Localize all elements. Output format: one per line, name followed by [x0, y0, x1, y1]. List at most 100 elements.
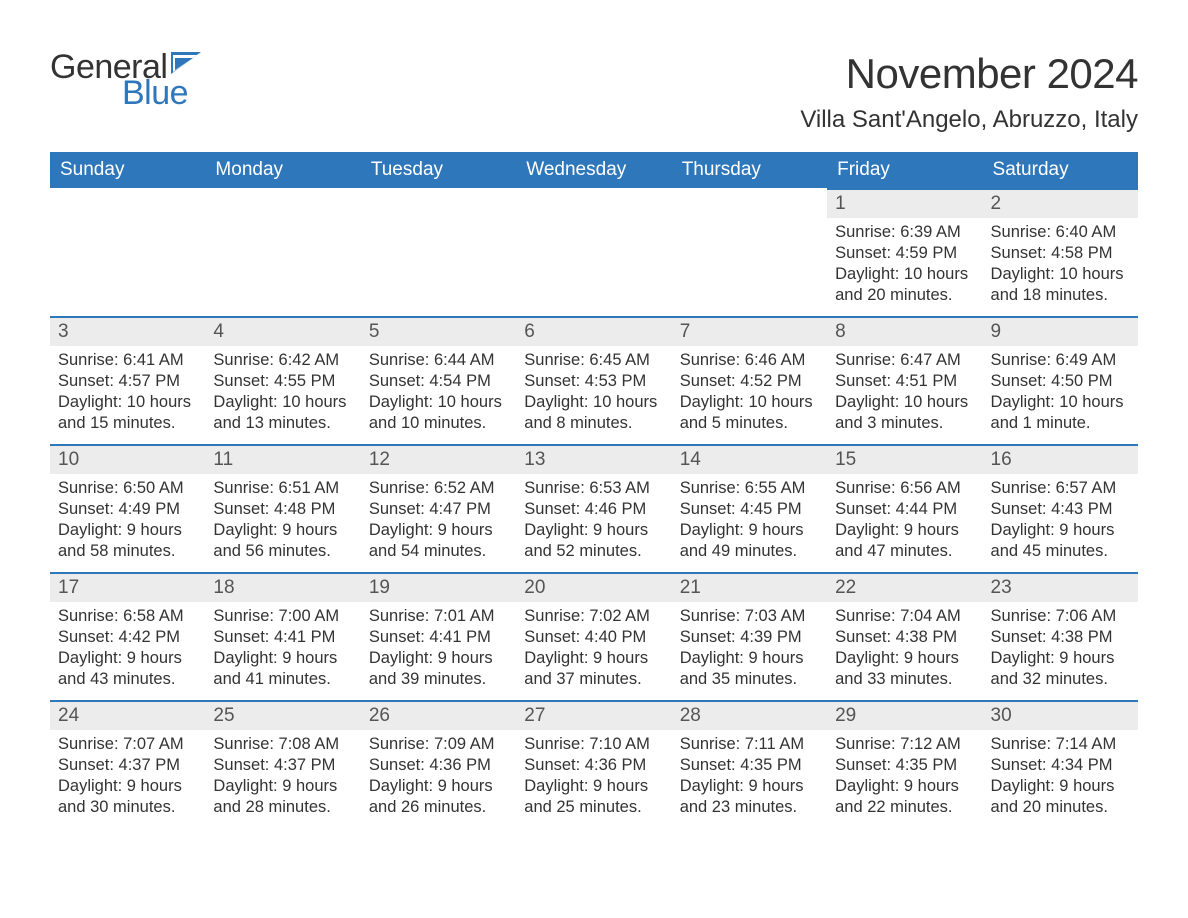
calendar-week-row: 3Sunrise: 6:41 AMSunset: 4:57 PMDaylight… [50, 316, 1138, 444]
day-wrap: 16Sunrise: 6:57 AMSunset: 4:43 PMDayligh… [983, 444, 1138, 568]
day-number: 26 [369, 705, 390, 726]
day-wrap: 1Sunrise: 6:39 AMSunset: 4:59 PMDaylight… [827, 188, 982, 312]
day-wrap: 27Sunrise: 7:10 AMSunset: 4:36 PMDayligh… [516, 700, 671, 824]
sunset-text: Sunset: 4:37 PM [58, 755, 197, 776]
day-wrap: 26Sunrise: 7:09 AMSunset: 4:36 PMDayligh… [361, 700, 516, 824]
daylight2-text: and 5 minutes. [680, 413, 819, 434]
day-details: Sunrise: 7:12 AMSunset: 4:35 PMDaylight:… [827, 730, 982, 824]
daylight1-text: Daylight: 9 hours [369, 648, 508, 669]
sunrise-text: Sunrise: 7:06 AM [991, 606, 1130, 627]
day-wrap: 10Sunrise: 6:50 AMSunset: 4:49 PMDayligh… [50, 444, 205, 568]
day-details: Sunrise: 6:44 AMSunset: 4:54 PMDaylight:… [361, 346, 516, 440]
calendar-week-row: 10Sunrise: 6:50 AMSunset: 4:49 PMDayligh… [50, 444, 1138, 572]
daylight2-text: and 13 minutes. [213, 413, 352, 434]
day-wrap: 22Sunrise: 7:04 AMSunset: 4:38 PMDayligh… [827, 572, 982, 696]
day-details: Sunrise: 7:14 AMSunset: 4:34 PMDaylight:… [983, 730, 1138, 824]
day-wrap: 24Sunrise: 7:07 AMSunset: 4:37 PMDayligh… [50, 700, 205, 824]
day-number: 8 [835, 321, 846, 342]
sunset-text: Sunset: 4:59 PM [835, 243, 974, 264]
calendar-cell: 1Sunrise: 6:39 AMSunset: 4:59 PMDaylight… [827, 188, 982, 316]
weekday-header: Tuesday [361, 152, 516, 188]
calendar-cell: 2Sunrise: 6:40 AMSunset: 4:58 PMDaylight… [983, 188, 1138, 316]
day-details: Sunrise: 7:06 AMSunset: 4:38 PMDaylight:… [983, 602, 1138, 696]
daynum-strip: 16 [983, 446, 1138, 474]
sunset-text: Sunset: 4:40 PM [524, 627, 663, 648]
sunrise-text: Sunrise: 6:40 AM [991, 222, 1130, 243]
calendar-week-row: 24Sunrise: 7:07 AMSunset: 4:37 PMDayligh… [50, 700, 1138, 828]
daynum-strip: 28 [672, 702, 827, 730]
daynum-strip: 10 [50, 446, 205, 474]
calendar-cell [361, 188, 516, 316]
sunset-text: Sunset: 4:57 PM [58, 371, 197, 392]
day-wrap: 9Sunrise: 6:49 AMSunset: 4:50 PMDaylight… [983, 316, 1138, 440]
title-block: November 2024 Villa Sant'Angelo, Abruzzo… [800, 50, 1138, 134]
sunset-text: Sunset: 4:52 PM [680, 371, 819, 392]
sunrise-text: Sunrise: 6:51 AM [213, 478, 352, 499]
daylight2-text: and 58 minutes. [58, 541, 197, 562]
daylight2-text: and 39 minutes. [369, 669, 508, 690]
daylight1-text: Daylight: 9 hours [369, 520, 508, 541]
calendar-cell: 29Sunrise: 7:12 AMSunset: 4:35 PMDayligh… [827, 700, 982, 828]
sunrise-text: Sunrise: 6:55 AM [680, 478, 819, 499]
day-details: Sunrise: 7:00 AMSunset: 4:41 PMDaylight:… [205, 602, 360, 696]
day-wrap: 8Sunrise: 6:47 AMSunset: 4:51 PMDaylight… [827, 316, 982, 440]
calendar-cell: 25Sunrise: 7:08 AMSunset: 4:37 PMDayligh… [205, 700, 360, 828]
daylight1-text: Daylight: 10 hours [213, 392, 352, 413]
sunset-text: Sunset: 4:44 PM [835, 499, 974, 520]
sunset-text: Sunset: 4:45 PM [680, 499, 819, 520]
daylight2-text: and 3 minutes. [835, 413, 974, 434]
daynum-strip: 1 [827, 190, 982, 218]
sunrise-text: Sunrise: 7:00 AM [213, 606, 352, 627]
sunrise-text: Sunrise: 6:47 AM [835, 350, 974, 371]
sunset-text: Sunset: 4:47 PM [369, 499, 508, 520]
calendar-cell: 4Sunrise: 6:42 AMSunset: 4:55 PMDaylight… [205, 316, 360, 444]
daynum-strip: 19 [361, 574, 516, 602]
calendar-cell: 10Sunrise: 6:50 AMSunset: 4:49 PMDayligh… [50, 444, 205, 572]
day-number: 1 [835, 193, 846, 214]
sunset-text: Sunset: 4:53 PM [524, 371, 663, 392]
sunset-text: Sunset: 4:46 PM [524, 499, 663, 520]
day-details: Sunrise: 7:02 AMSunset: 4:40 PMDaylight:… [516, 602, 671, 696]
calendar-cell: 15Sunrise: 6:56 AMSunset: 4:44 PMDayligh… [827, 444, 982, 572]
calendar-cell: 3Sunrise: 6:41 AMSunset: 4:57 PMDaylight… [50, 316, 205, 444]
daylight2-text: and 10 minutes. [369, 413, 508, 434]
daynum-strip: 21 [672, 574, 827, 602]
day-details: Sunrise: 6:46 AMSunset: 4:52 PMDaylight:… [672, 346, 827, 440]
daylight2-text: and 8 minutes. [524, 413, 663, 434]
day-wrap: 2Sunrise: 6:40 AMSunset: 4:58 PMDaylight… [983, 188, 1138, 312]
calendar-cell: 23Sunrise: 7:06 AMSunset: 4:38 PMDayligh… [983, 572, 1138, 700]
sunset-text: Sunset: 4:37 PM [213, 755, 352, 776]
day-number: 20 [524, 577, 545, 598]
day-details: Sunrise: 6:50 AMSunset: 4:49 PMDaylight:… [50, 474, 205, 568]
daynum-strip: 2 [983, 190, 1138, 218]
daynum-strip: 5 [361, 318, 516, 346]
calendar-week-row: 17Sunrise: 6:58 AMSunset: 4:42 PMDayligh… [50, 572, 1138, 700]
day-details: Sunrise: 6:52 AMSunset: 4:47 PMDaylight:… [361, 474, 516, 568]
calendar-cell: 19Sunrise: 7:01 AMSunset: 4:41 PMDayligh… [361, 572, 516, 700]
calendar-table: Sunday Monday Tuesday Wednesday Thursday… [50, 152, 1138, 828]
calendar-cell: 18Sunrise: 7:00 AMSunset: 4:41 PMDayligh… [205, 572, 360, 700]
sunset-text: Sunset: 4:36 PM [524, 755, 663, 776]
daylight2-text: and 30 minutes. [58, 797, 197, 818]
calendar-cell [516, 188, 671, 316]
daynum-strip: 27 [516, 702, 671, 730]
daylight1-text: Daylight: 9 hours [991, 776, 1130, 797]
calendar-cell: 26Sunrise: 7:09 AMSunset: 4:36 PMDayligh… [361, 700, 516, 828]
day-number: 13 [524, 449, 545, 470]
day-number: 7 [680, 321, 691, 342]
day-wrap: 29Sunrise: 7:12 AMSunset: 4:35 PMDayligh… [827, 700, 982, 824]
day-wrap: 19Sunrise: 7:01 AMSunset: 4:41 PMDayligh… [361, 572, 516, 696]
sunset-text: Sunset: 4:38 PM [991, 627, 1130, 648]
day-details: Sunrise: 7:03 AMSunset: 4:39 PMDaylight:… [672, 602, 827, 696]
sunrise-text: Sunrise: 6:56 AM [835, 478, 974, 499]
daylight2-text: and 28 minutes. [213, 797, 352, 818]
calendar-cell: 27Sunrise: 7:10 AMSunset: 4:36 PMDayligh… [516, 700, 671, 828]
sunset-text: Sunset: 4:49 PM [58, 499, 197, 520]
sunset-text: Sunset: 4:38 PM [835, 627, 974, 648]
daylight2-text: and 49 minutes. [680, 541, 819, 562]
day-wrap: 21Sunrise: 7:03 AMSunset: 4:39 PMDayligh… [672, 572, 827, 696]
daynum-strip: 8 [827, 318, 982, 346]
day-details: Sunrise: 7:10 AMSunset: 4:36 PMDaylight:… [516, 730, 671, 824]
calendar-cell: 16Sunrise: 6:57 AMSunset: 4:43 PMDayligh… [983, 444, 1138, 572]
sunset-text: Sunset: 4:39 PM [680, 627, 819, 648]
